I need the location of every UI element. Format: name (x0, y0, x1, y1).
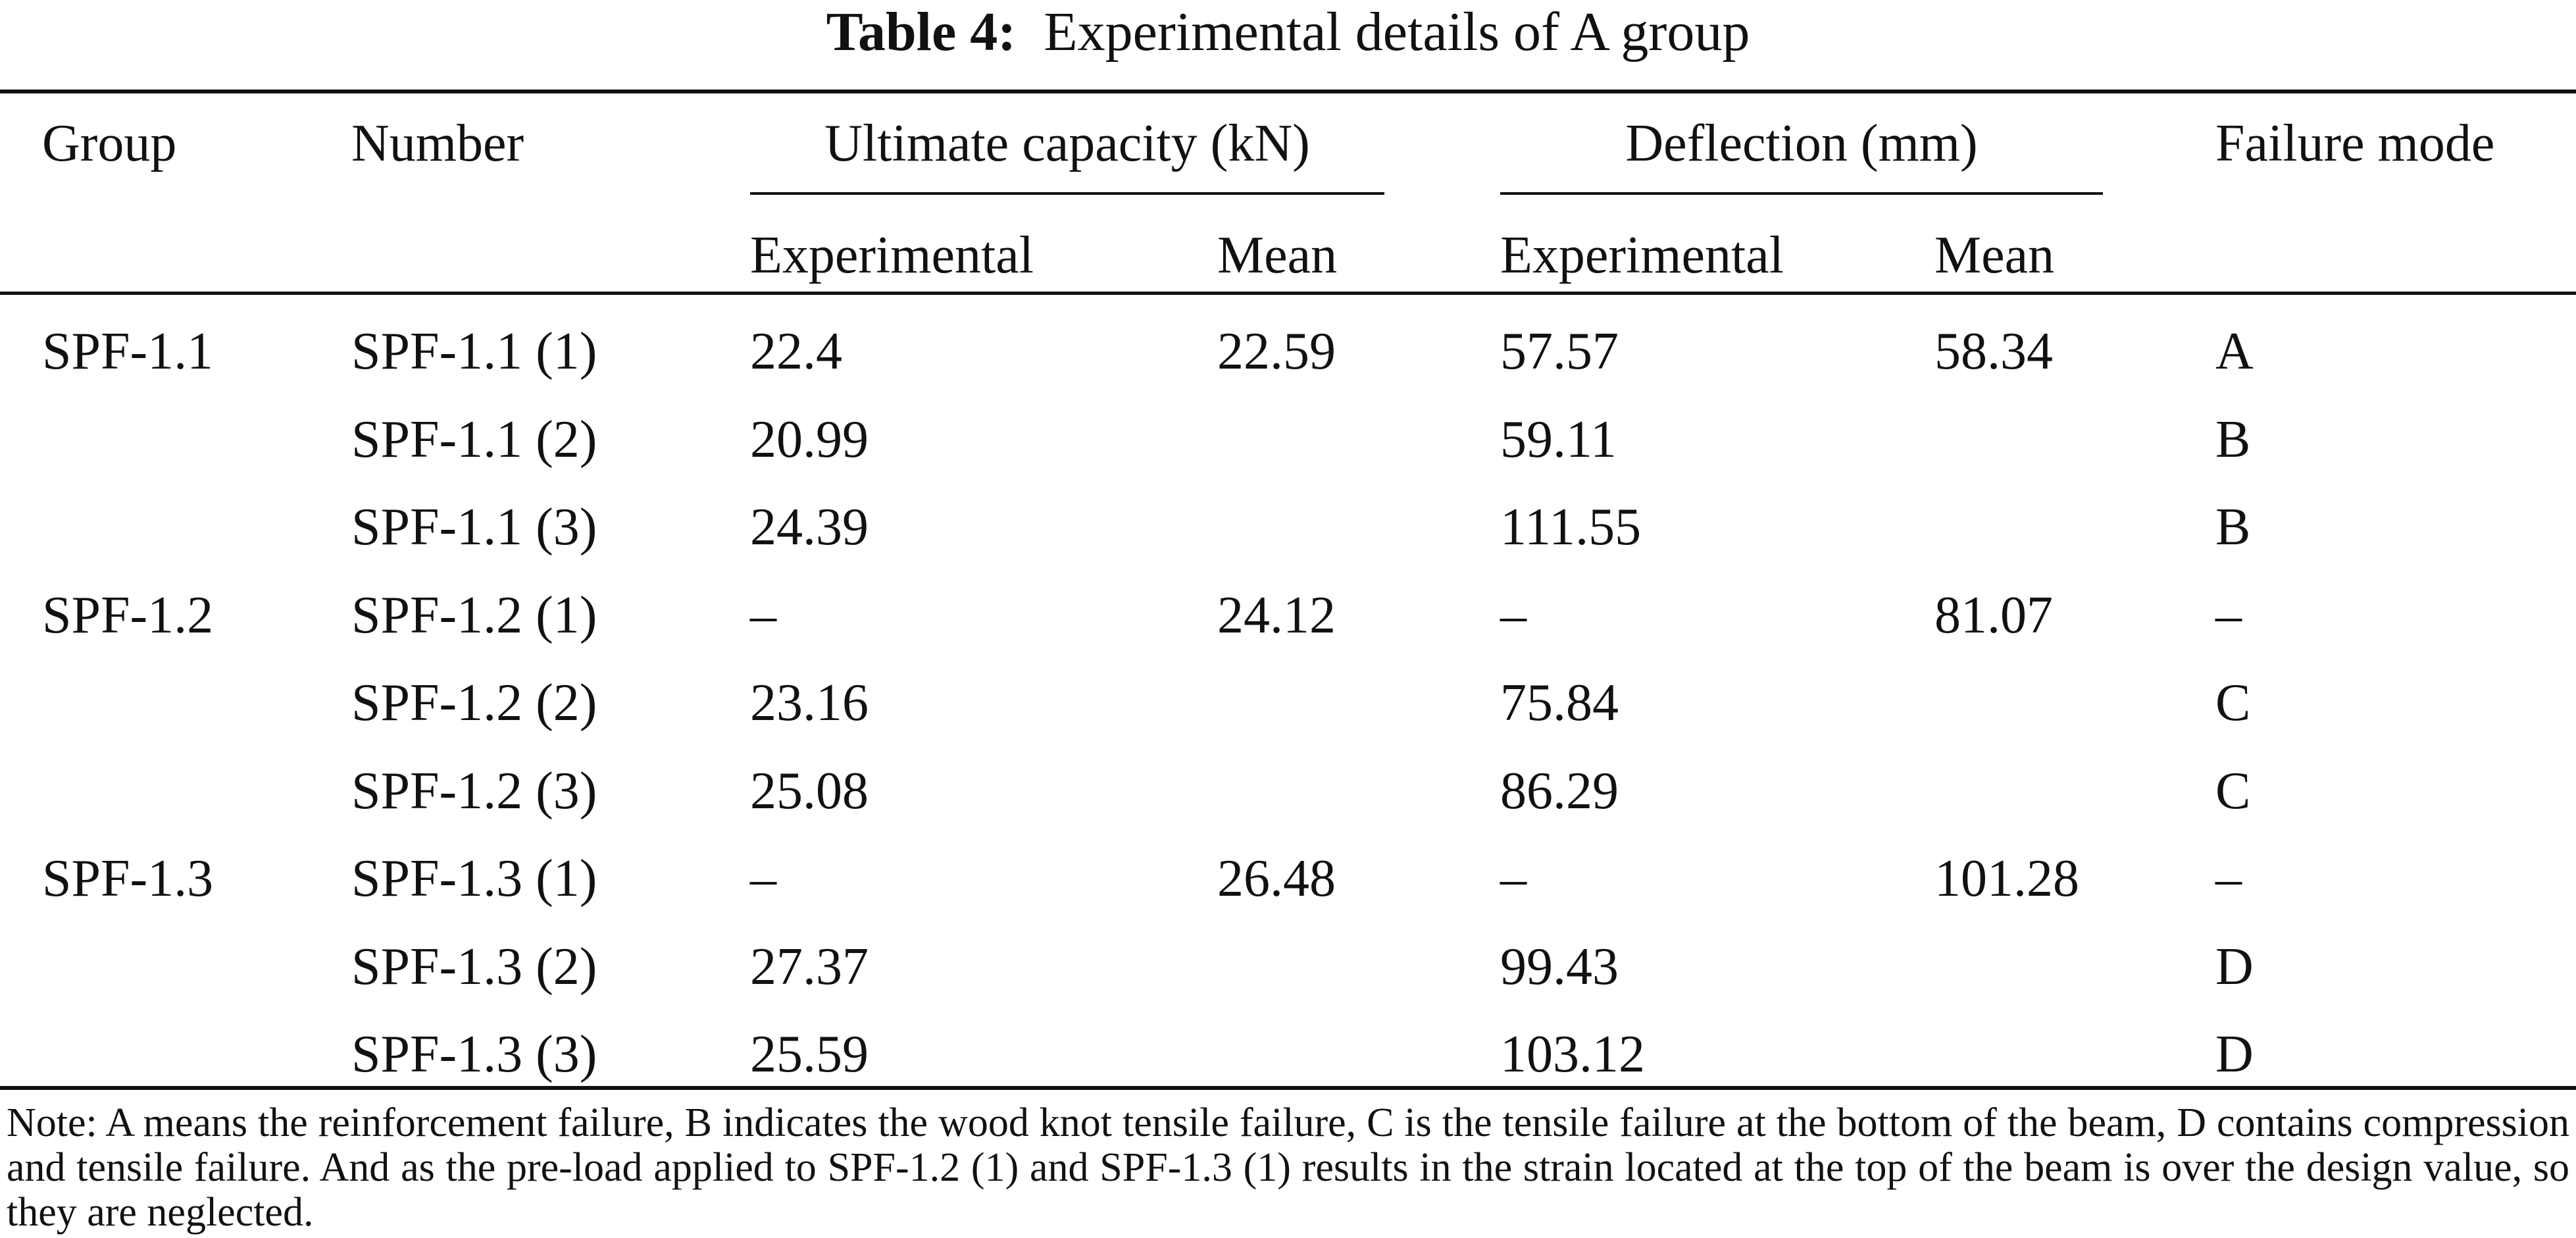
cell-deflection-experimental: 75.84 (1500, 674, 1619, 732)
cell-failure-mode: – (2215, 586, 2242, 644)
header-deflection-experimental: Experimental (1500, 226, 1784, 284)
header-number: Number (351, 115, 524, 172)
cell-failure-mode: D (2215, 938, 2254, 996)
cell-deflection-experimental: – (1500, 586, 1527, 644)
table-caption: Table 4: Experimental details of A group (0, 0, 2576, 64)
cell-failure-mode: C (2215, 762, 2251, 820)
cell-deflection-experimental: 103.12 (1500, 1025, 1645, 1083)
cell-capacity-experimental: 20.99 (750, 411, 869, 469)
cell-capacity-experimental: – (750, 586, 776, 644)
header-group: Group (42, 115, 177, 172)
capacity-span-rule (750, 192, 1384, 195)
table-note: Note: A means the reinforcement failure,… (7, 1100, 2569, 1235)
header-capacity-experimental: Experimental (750, 226, 1034, 284)
caption-title: Experimental details of A group (1044, 1, 1750, 63)
cell-number: SPF-1.1 (3) (351, 498, 597, 556)
cell-failure-mode: D (2215, 1025, 2254, 1083)
cell-deflection-experimental: – (1500, 850, 1527, 908)
cell-failure-mode: C (2215, 674, 2251, 732)
caption-label: Table 4: (826, 1, 1017, 63)
cell-capacity-experimental: 25.08 (750, 762, 869, 820)
header-failure-mode: Failure mode (2215, 115, 2495, 172)
deflection-span-rule (1500, 192, 2103, 195)
cell-deflection-mean: 58.34 (1934, 322, 2053, 380)
cell-failure-mode: – (2215, 850, 2242, 908)
cell-failure-mode: B (2215, 411, 2251, 469)
cell-capacity-mean: 24.12 (1217, 586, 1336, 644)
cell-number: SPF-1.2 (2) (351, 674, 597, 732)
cell-number: SPF-1.3 (1) (351, 850, 597, 908)
cell-group: SPF-1.2 (42, 586, 214, 644)
cell-deflection-experimental: 86.29 (1500, 762, 1619, 820)
cell-number: SPF-1.3 (2) (351, 938, 597, 996)
cell-deflection-experimental: 111.55 (1500, 498, 1642, 556)
header-rule (0, 292, 2576, 295)
cell-number: SPF-1.2 (1) (351, 586, 597, 644)
cell-group: SPF-1.1 (42, 322, 214, 380)
cell-failure-mode: A (2215, 322, 2254, 380)
bottom-rule (0, 1086, 2576, 1090)
header-ultimate-capacity: Ultimate capacity (kN) (824, 115, 1310, 172)
cell-capacity-experimental: 25.59 (750, 1025, 869, 1083)
cell-group: SPF-1.3 (42, 850, 214, 908)
cell-capacity-experimental: 23.16 (750, 674, 869, 732)
top-rule (0, 90, 2576, 93)
header-deflection-mean: Mean (1934, 226, 2055, 284)
cell-capacity-experimental: 24.39 (750, 498, 869, 556)
cell-capacity-experimental: 22.4 (750, 322, 842, 380)
cell-capacity-mean: 22.59 (1217, 322, 1336, 380)
cell-capacity-experimental: – (750, 850, 776, 908)
cell-failure-mode: B (2215, 498, 2251, 556)
cell-number: SPF-1.3 (3) (351, 1025, 597, 1083)
cell-capacity-mean: 26.48 (1217, 850, 1336, 908)
cell-deflection-mean: 101.28 (1934, 850, 2079, 908)
header-capacity-mean: Mean (1217, 226, 1338, 284)
cell-capacity-experimental: 27.37 (750, 938, 869, 996)
cell-number: SPF-1.1 (1) (351, 322, 597, 380)
cell-deflection-mean: 81.07 (1934, 586, 2053, 644)
cell-deflection-experimental: 99.43 (1500, 938, 1619, 996)
cell-deflection-experimental: 59.11 (1500, 411, 1617, 469)
header-deflection: Deflection (mm) (1625, 115, 1978, 172)
cell-number: SPF-1.1 (2) (351, 411, 597, 469)
cell-number: SPF-1.2 (3) (351, 762, 597, 820)
cell-deflection-experimental: 57.57 (1500, 322, 1619, 380)
